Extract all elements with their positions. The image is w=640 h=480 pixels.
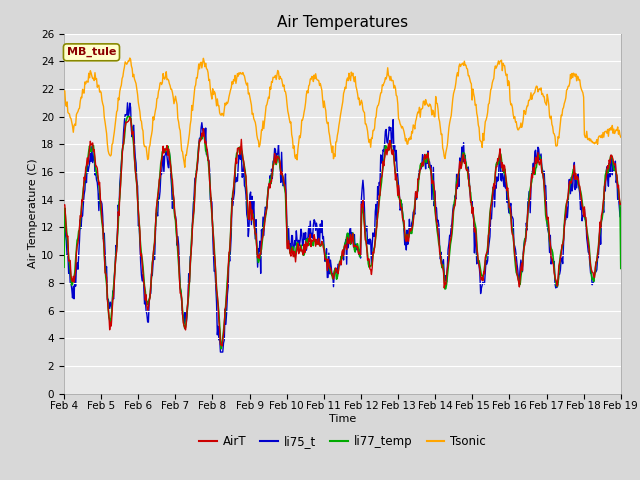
Y-axis label: Air Temperature (C): Air Temperature (C) — [28, 159, 38, 268]
Text: MB_tule: MB_tule — [67, 47, 116, 58]
Title: Air Temperatures: Air Temperatures — [277, 15, 408, 30]
Legend: AirT, li75_t, li77_temp, Tsonic: AirT, li75_t, li77_temp, Tsonic — [194, 430, 491, 453]
X-axis label: Time: Time — [329, 414, 356, 424]
